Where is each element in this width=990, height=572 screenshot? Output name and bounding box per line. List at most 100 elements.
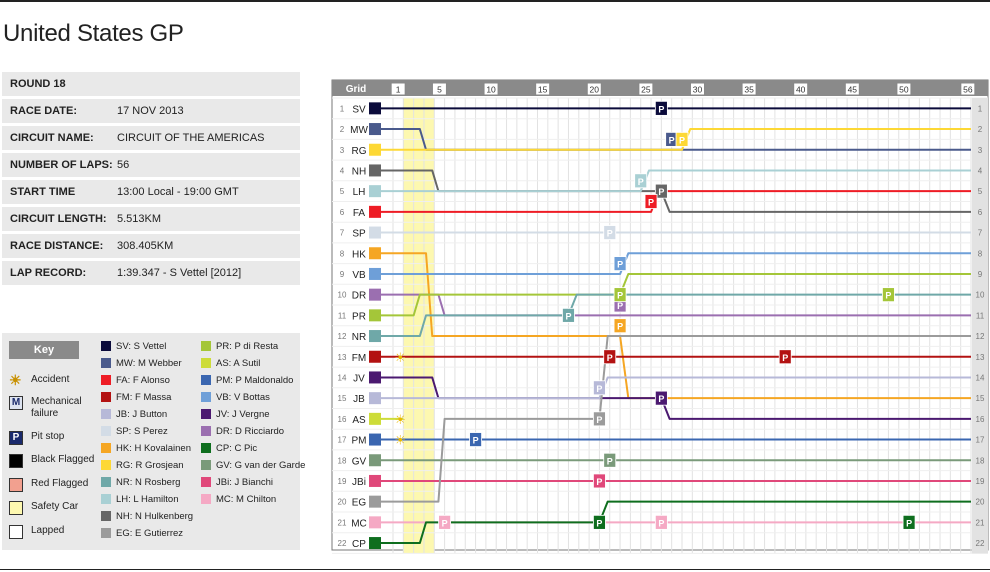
- left-position-number: 3: [340, 146, 345, 155]
- lap-tick-label: 56: [963, 85, 973, 95]
- pit-stop-marker: [675, 131, 689, 147]
- grid-driver-code: PR: [352, 311, 366, 322]
- right-position-number: 22: [976, 539, 985, 548]
- pit-stop-marker: [593, 473, 606, 489]
- pit-stop-marker: [654, 183, 668, 199]
- pit-stop-label: P: [473, 436, 479, 446]
- race-line-eg: [381, 335, 971, 503]
- pit-stop-marker: [644, 194, 658, 209]
- pit-stop-label: P: [648, 198, 654, 208]
- key-heading: Key: [9, 341, 79, 359]
- info-value: 5.513KM: [117, 213, 162, 225]
- grid-header: Grid: [346, 84, 367, 95]
- info-key: RACE DATE:: [10, 105, 78, 117]
- red-flag-icon: [9, 478, 23, 492]
- legend-label: SV: S Vettel: [116, 341, 167, 352]
- pit-stop-label: P: [617, 301, 623, 311]
- pit-stop-marker: [654, 100, 668, 116]
- info-key: CIRCUIT LENGTH:: [10, 213, 107, 225]
- pit-stop-marker: [634, 173, 648, 189]
- info-value: 308.405KM: [117, 240, 174, 252]
- pit-stop-label: P: [638, 177, 644, 187]
- right-position-number: 2: [978, 125, 983, 134]
- key-symbol-label: Mechanical failure: [31, 396, 82, 419]
- left-position-number: 1: [340, 104, 345, 113]
- pit-stop-marker: [654, 514, 668, 530]
- grid-driver-code: JB: [353, 394, 365, 405]
- grid-driver-code: PM: [352, 436, 367, 447]
- lap-tick-box: [689, 82, 705, 96]
- legend-label: FA: F Alonso: [116, 375, 170, 386]
- lap-tick-label: 25: [641, 85, 651, 95]
- grid-driver-code: LH: [353, 187, 366, 198]
- legend-swatch: [201, 392, 211, 402]
- key-symbol-label: Red Flagged: [31, 478, 89, 489]
- right-position-number: 15: [976, 394, 985, 403]
- pit-stop-marker: [562, 307, 575, 323]
- race-line-rg: [381, 128, 971, 151]
- race-info-panel: ROUND 18 RACE DATE: 17 NOV 2013 CIRCUIT NAM…: [2, 72, 300, 288]
- grid-driver-swatch: [369, 454, 381, 467]
- legend-label: CP: C Pic: [216, 443, 258, 454]
- legend-swatch: [101, 511, 111, 521]
- legend-swatch: [101, 358, 111, 368]
- legend-label: NH: N Hulkenberg: [116, 511, 194, 522]
- lap-tick-box: [741, 82, 757, 96]
- lap-tick-box: [793, 82, 809, 96]
- grid-driver-code: MC: [351, 518, 367, 529]
- left-position-number: 10: [338, 291, 347, 300]
- left-position-number: 21: [338, 518, 347, 527]
- lap-tick-label: 20: [590, 85, 600, 95]
- left-position-number: 9: [340, 270, 345, 279]
- pit-stop-marker: [593, 411, 606, 427]
- race-line-lh: [381, 169, 971, 193]
- legend-swatch: [101, 426, 111, 436]
- left-position-number: 12: [338, 332, 347, 341]
- left-position-number: 6: [340, 208, 345, 217]
- grid-driver-code: SP: [352, 229, 366, 240]
- legend-swatch: [101, 477, 111, 487]
- grid-driver-swatch: [369, 102, 381, 115]
- right-position-number: 17: [976, 436, 985, 445]
- key-symbol-label: Black Flagged: [31, 454, 95, 465]
- pit-stop-label: P: [565, 311, 571, 321]
- right-position-number: 9: [978, 270, 983, 279]
- legend-swatch: [101, 494, 111, 504]
- legend-swatch: [101, 443, 111, 453]
- info-row: START TIME 13:00 Local - 19:00 GMT: [2, 180, 300, 204]
- left-position-number: 7: [340, 229, 345, 238]
- key-symbol-label: Safety Car: [31, 501, 79, 512]
- grid-driver-code: EG: [352, 498, 367, 509]
- left-position-number: 13: [338, 353, 347, 362]
- pit-stop-label: P: [906, 518, 912, 528]
- key-symbol-label: Accident: [31, 374, 70, 385]
- safety-car-icon: [9, 501, 23, 515]
- pit-stop-marker: [438, 514, 452, 530]
- left-position-number: 18: [338, 456, 347, 465]
- grid-driver-code: FM: [352, 353, 366, 364]
- pit-stop-label: P: [607, 456, 613, 466]
- grid-driver-code: SV: [352, 104, 366, 115]
- pit-stop-label: P: [596, 518, 602, 528]
- grid-driver-swatch: [369, 537, 381, 550]
- info-key: RACE DISTANCE:: [10, 240, 104, 252]
- left-position-number: 2: [340, 125, 345, 134]
- legend-label: NR: N Rosberg: [116, 477, 181, 488]
- grid-driver-code: CP: [352, 539, 366, 550]
- accident-icon: ☀: [394, 412, 406, 427]
- pit-stop-marker: [593, 380, 606, 396]
- grid-driver-code: DR: [352, 291, 366, 302]
- info-key: NUMBER OF LAPS:: [10, 159, 113, 171]
- grid-driver-swatch: [369, 433, 381, 446]
- grid-driver-code: GV: [352, 456, 367, 467]
- pit-stop-label: P: [658, 104, 664, 114]
- legend-swatch: [201, 426, 211, 436]
- grid-driver-swatch: [369, 164, 381, 177]
- grid-driver-swatch: [369, 288, 381, 301]
- legend-swatch: [101, 409, 111, 419]
- info-value: 1:39.347 - S Vettel [2012]: [117, 267, 242, 279]
- pit-stop-marker: [654, 390, 668, 406]
- pit-stop-marker: [603, 452, 617, 468]
- lap-tick-label: 15: [538, 85, 548, 95]
- pit-stop-marker: [882, 287, 895, 303]
